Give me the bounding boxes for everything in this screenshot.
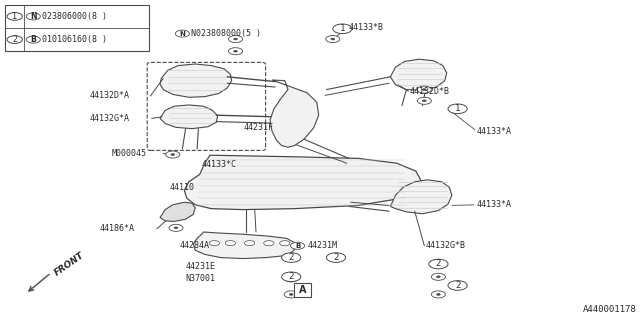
Text: 44110: 44110 (170, 183, 195, 192)
Circle shape (171, 154, 175, 156)
Circle shape (234, 38, 237, 40)
Circle shape (431, 273, 445, 280)
Text: 1: 1 (12, 12, 17, 21)
Text: 44231F: 44231F (243, 124, 273, 132)
Circle shape (7, 36, 22, 44)
Text: 44133*A: 44133*A (477, 127, 512, 136)
Circle shape (175, 30, 189, 37)
Text: 2: 2 (289, 272, 294, 281)
Polygon shape (270, 80, 319, 147)
Circle shape (234, 50, 237, 52)
Text: 44284A: 44284A (179, 241, 209, 250)
Text: 2: 2 (333, 253, 339, 262)
Text: A: A (299, 285, 307, 295)
Circle shape (228, 36, 243, 43)
Text: 44132D*A: 44132D*A (90, 92, 130, 100)
Circle shape (422, 100, 426, 102)
Text: FRONT: FRONT (52, 251, 86, 277)
Text: 44133*C: 44133*C (202, 160, 237, 169)
Circle shape (417, 97, 431, 104)
Circle shape (280, 241, 290, 246)
Text: N37001: N37001 (186, 274, 216, 283)
Polygon shape (160, 64, 232, 97)
Text: 2: 2 (289, 253, 294, 262)
Text: 2: 2 (455, 281, 460, 290)
Circle shape (282, 272, 301, 282)
Circle shape (284, 275, 298, 282)
Polygon shape (160, 105, 218, 129)
Text: 44132G*A: 44132G*A (90, 114, 130, 123)
Circle shape (209, 241, 220, 246)
Circle shape (166, 151, 180, 158)
Circle shape (289, 293, 293, 295)
Circle shape (291, 242, 305, 249)
Polygon shape (390, 59, 447, 90)
Text: N: N (30, 12, 36, 21)
Text: B: B (31, 35, 36, 44)
Circle shape (431, 291, 445, 298)
Polygon shape (160, 202, 195, 221)
Text: 1: 1 (455, 104, 460, 113)
Polygon shape (390, 180, 452, 214)
Circle shape (26, 36, 40, 43)
Text: 44231M: 44231M (307, 241, 337, 250)
Circle shape (331, 38, 335, 40)
Circle shape (7, 12, 22, 20)
Polygon shape (184, 155, 421, 210)
Circle shape (417, 86, 431, 93)
Circle shape (333, 24, 352, 34)
Circle shape (429, 259, 448, 269)
Circle shape (169, 224, 183, 231)
Text: 44133*B: 44133*B (349, 23, 384, 32)
Text: 44231E: 44231E (186, 262, 216, 271)
Text: B: B (295, 243, 300, 249)
Circle shape (448, 104, 467, 114)
Circle shape (448, 281, 467, 290)
Circle shape (282, 253, 301, 262)
Text: 44132D*B: 44132D*B (410, 87, 450, 96)
Polygon shape (193, 232, 296, 259)
Circle shape (264, 241, 274, 246)
Circle shape (284, 291, 298, 298)
Circle shape (436, 293, 440, 295)
Text: 2: 2 (12, 35, 17, 44)
Text: 2: 2 (436, 260, 441, 268)
Circle shape (228, 48, 243, 55)
Text: 44186*A: 44186*A (99, 224, 134, 233)
Circle shape (436, 276, 440, 278)
Circle shape (289, 277, 293, 279)
Text: N023808000(5 ): N023808000(5 ) (191, 29, 261, 38)
Circle shape (422, 89, 426, 91)
Bar (5, 5, 149, 51)
Text: 44132G*B: 44132G*B (426, 241, 466, 250)
Circle shape (174, 227, 178, 229)
Circle shape (326, 253, 346, 262)
Text: M000045: M000045 (112, 149, 147, 158)
Text: A440001178: A440001178 (583, 305, 637, 314)
Circle shape (326, 36, 340, 43)
Circle shape (244, 241, 255, 246)
Circle shape (225, 241, 236, 246)
Text: 023806000(8 ): 023806000(8 ) (42, 12, 108, 21)
Bar (294, 283, 311, 297)
Text: 44133*A: 44133*A (477, 200, 512, 209)
Text: 010106160(8 ): 010106160(8 ) (42, 35, 108, 44)
Text: N: N (179, 31, 186, 36)
Circle shape (26, 13, 40, 20)
Text: 1: 1 (340, 24, 345, 33)
